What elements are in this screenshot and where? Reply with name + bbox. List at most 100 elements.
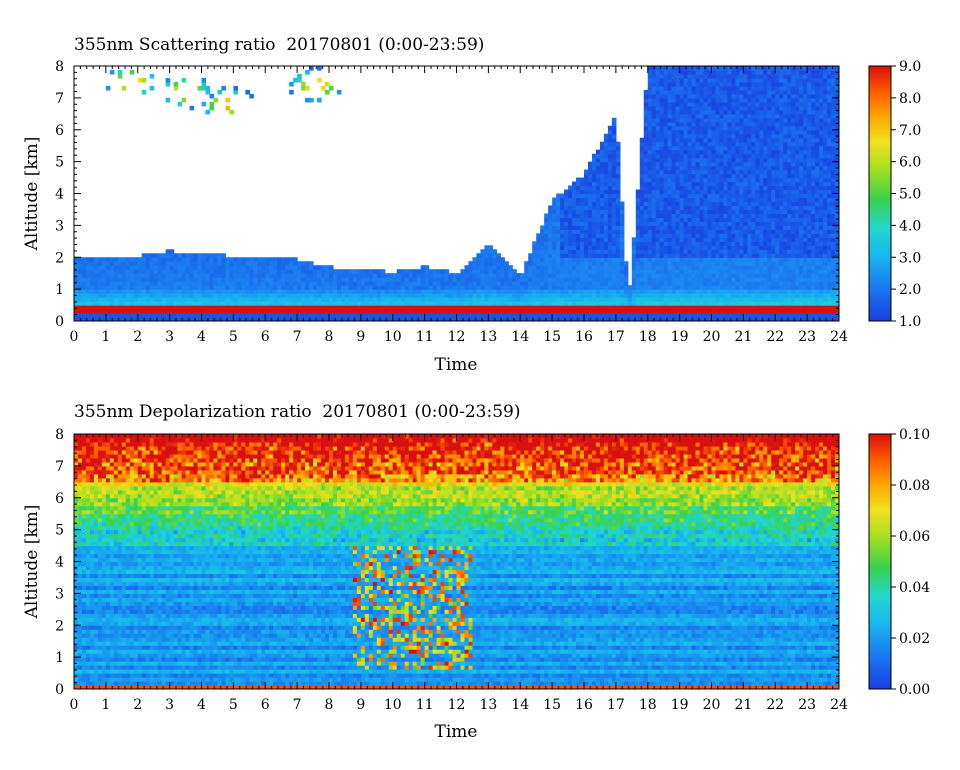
heatmap-cell	[177, 269, 183, 274]
heatmap-cell	[309, 261, 314, 266]
heatmap-cell	[623, 281, 629, 286]
heatmap-cell	[145, 285, 151, 290]
heatmap-cell	[81, 301, 87, 306]
heatmap-cell	[293, 309, 298, 314]
heatmap-cell	[556, 209, 561, 215]
heatmap-cell	[528, 305, 533, 310]
heatmap-cell	[695, 149, 701, 155]
heatmap-cell	[424, 297, 430, 302]
heatmap-cell	[759, 237, 764, 242]
heatmap-cell	[480, 317, 485, 321]
heatmap-cell	[703, 73, 709, 79]
heatmap-cell	[301, 269, 306, 274]
heatmap-cell	[759, 137, 764, 143]
heatmap-cell	[647, 313, 653, 318]
heatmap-cell	[663, 257, 669, 262]
heatmap-cell	[691, 169, 697, 175]
heatmap-cell	[488, 285, 493, 290]
heatmap-cell	[719, 105, 725, 111]
heatmap-cell	[723, 217, 729, 222]
heatmap-cell	[587, 169, 593, 175]
heatmap-cell	[153, 309, 159, 314]
heatmap-cell	[695, 317, 701, 321]
heatmap-cell	[699, 213, 705, 218]
heatmap-cell	[125, 265, 131, 270]
heatmap-cell	[747, 225, 752, 230]
heatmap-cell	[643, 241, 649, 246]
heatmap-cell	[161, 277, 167, 282]
heatmap-cell	[229, 277, 234, 282]
heatmap-cell	[528, 285, 533, 290]
heatmap-cell	[743, 73, 748, 79]
heatmap-cell	[229, 257, 234, 262]
heatmap-cell	[520, 305, 525, 310]
heatmap-cell	[707, 233, 713, 238]
heatmap-cell	[336, 269, 342, 274]
heatmap-cell	[671, 93, 677, 99]
heatmap-cell	[173, 313, 179, 318]
heatmap-cell	[607, 133, 613, 139]
heatmap-cell	[340, 301, 346, 306]
heatmap-cell	[205, 89, 211, 95]
heatmap-cell	[691, 181, 697, 187]
heatmap-cell	[783, 281, 788, 286]
heatmap-cell	[663, 169, 669, 175]
heatmap-cell	[265, 281, 270, 286]
heatmap-cell	[408, 281, 414, 286]
heatmap-cell	[145, 297, 151, 302]
heatmap-cell	[679, 217, 685, 222]
heatmap-cell	[647, 265, 653, 270]
heatmap-cell	[368, 309, 374, 314]
heatmap-cell	[297, 277, 302, 282]
heatmap-cell	[719, 257, 725, 262]
heatmap-cell	[699, 161, 705, 167]
heatmap-cell	[763, 189, 768, 195]
heatmap-cell	[679, 305, 685, 310]
heatmap-cell	[711, 141, 717, 147]
heatmap-cell	[675, 273, 681, 278]
heatmap-cell	[113, 261, 119, 266]
heatmap-cell	[707, 249, 713, 254]
heatmap-cell	[663, 73, 669, 79]
heatmap-cell	[544, 265, 549, 270]
heatmap-cell	[516, 301, 521, 306]
heatmap-cell	[161, 281, 167, 286]
heatmap-cell	[313, 293, 318, 298]
heatmap-cell	[524, 261, 529, 266]
heatmap-cell	[683, 169, 689, 175]
heatmap-cell	[360, 281, 366, 286]
heatmap-cell	[751, 113, 756, 119]
heatmap-cell	[496, 317, 501, 321]
heatmap-cell	[651, 265, 657, 270]
heatmap-cell	[703, 213, 709, 218]
heatmap-cell	[269, 257, 274, 262]
heatmap-cell	[731, 66, 736, 71]
heatmap-cell	[767, 205, 772, 211]
heatmap-cell	[667, 173, 673, 179]
heatmap-cell	[663, 309, 669, 314]
heatmap-cell	[739, 117, 744, 123]
heatmap-cell	[241, 265, 246, 270]
heatmap-cell	[580, 241, 585, 246]
heatmap-cell	[416, 309, 422, 314]
heatmap-cell	[452, 313, 458, 318]
heatmap-cell	[576, 201, 581, 207]
heatmap-cell	[671, 153, 677, 159]
heatmap-cell	[568, 185, 573, 191]
heatmap-cell	[679, 213, 685, 218]
heatmap-cell	[297, 309, 302, 314]
heatmap-cell	[249, 285, 254, 290]
heatmap-cell	[508, 285, 513, 290]
heatmap-cell	[576, 241, 581, 246]
heatmap-cell	[707, 105, 713, 111]
heatmap-cell	[261, 277, 266, 282]
heatmap-cell	[580, 213, 585, 218]
heatmap-cell	[639, 209, 645, 215]
heatmap-cell	[699, 225, 705, 230]
heatmap-cell	[587, 217, 593, 222]
heatmap-cell	[687, 121, 693, 127]
heatmap-cell	[576, 193, 581, 199]
heatmap-cell	[687, 85, 693, 91]
heatmap-cell	[727, 145, 733, 151]
heatmap-cell	[723, 281, 729, 286]
